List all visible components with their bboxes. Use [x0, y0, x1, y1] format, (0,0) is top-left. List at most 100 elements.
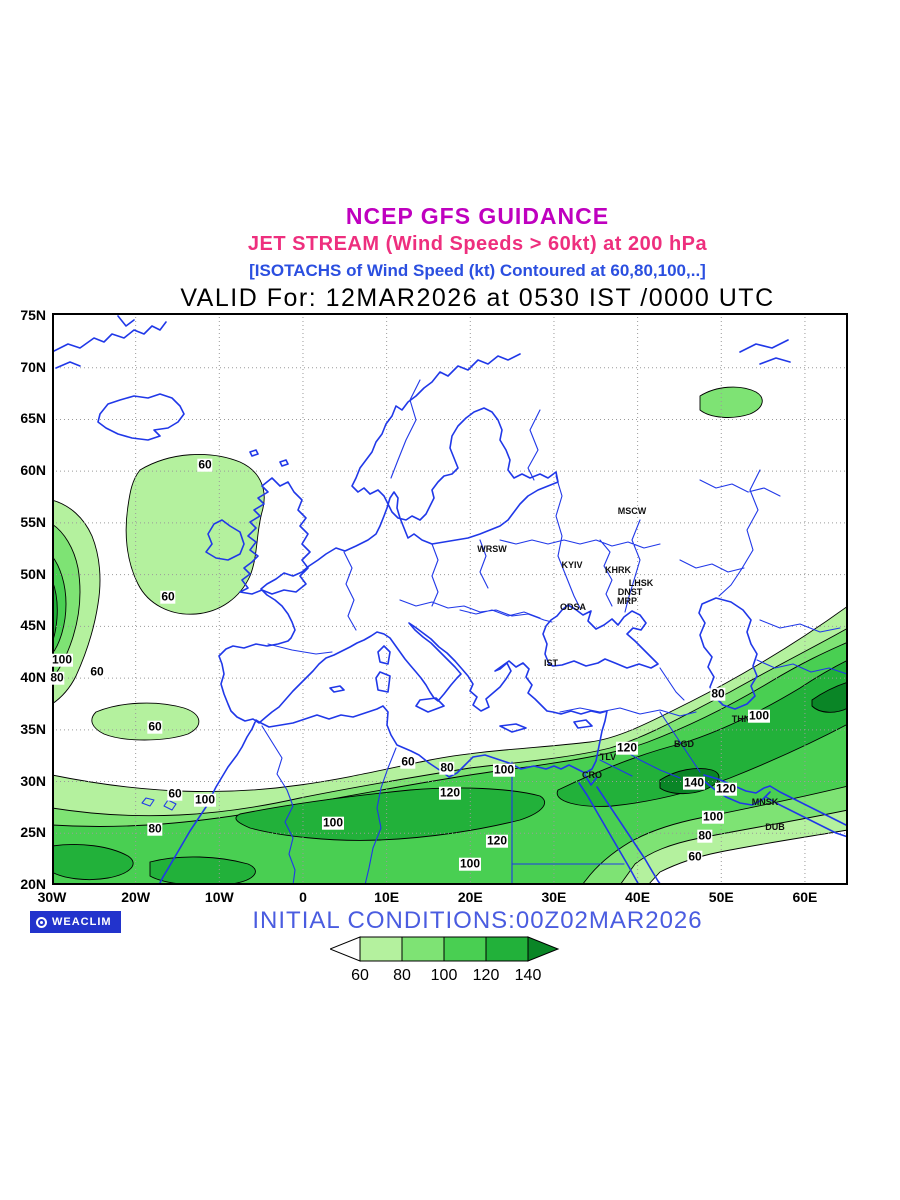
- lon-axis-label-10w: 10W: [204, 889, 234, 905]
- lat-axis-label-20n: 20N: [20, 875, 46, 892]
- city-label-odsa: ODSA: [559, 602, 587, 612]
- title-product: JET STREAM (Wind Speeds > 60kt) at 200 h…: [247, 233, 708, 255]
- title-isotachs-note: [ISOTACHS of Wind Speed (kt) Contoured a…: [249, 261, 706, 280]
- isotach-contour-label: 100: [50, 652, 74, 667]
- legend-below-min-arrow: [330, 936, 361, 962]
- isotach-contour-label: 100: [747, 708, 771, 723]
- map-frame: [52, 313, 848, 885]
- isotach-140-core-right: [811, 681, 848, 713]
- lon-axis-label-30e: 30E: [541, 889, 567, 905]
- lat-axis-label-65n: 65N: [20, 410, 46, 427]
- isotach-contour-label: 60: [160, 589, 176, 604]
- title-valid-time: VALID For: 12MAR2026 at 0530 IST /0000 U…: [180, 284, 775, 312]
- isotach-contour-label: 80: [697, 828, 713, 843]
- lat-axis-label-35n: 35N: [20, 720, 46, 737]
- isotach-contour-label: 100: [321, 815, 345, 830]
- city-label-dnst: DNST: [617, 587, 643, 597]
- city-label-dub: DUB: [765, 822, 785, 832]
- legend-segment-80: [401, 936, 445, 962]
- lon-axis-label-10e: 10E: [374, 889, 400, 905]
- lat-axis-label-60n: 60N: [20, 462, 46, 479]
- legend-tick-label: 60: [351, 967, 369, 984]
- lon-axis-label-60e: 60E: [792, 889, 818, 905]
- weaclim-logo-badge[interactable]: WEACLIM: [30, 911, 121, 933]
- legend-above-max-arrow: [527, 936, 560, 962]
- city-label-mrp: MRP: [617, 596, 637, 606]
- isotach-contour-label: 80: [147, 821, 163, 836]
- legend-tick-label: 100: [431, 967, 458, 984]
- isotach-120-core-central: [235, 787, 545, 841]
- isotach-contour-label: 60: [400, 754, 416, 769]
- lat-axis-label-55n: 55N: [20, 513, 46, 530]
- isotach-60-northeast-patch: [699, 386, 763, 418]
- arctic-coastline: [52, 315, 791, 369]
- city-label-ist: IST: [543, 658, 559, 668]
- isotach-contour-label: 100: [492, 762, 516, 777]
- isotach-contour-label: 140: [682, 775, 706, 790]
- borders-and-rivers: [141, 379, 848, 885]
- city-label-lhsk: LHSK: [628, 578, 654, 588]
- city-label-khrk: KHRK: [605, 565, 631, 575]
- lat-axis-label-30n: 30N: [20, 772, 46, 789]
- isotach-120-core-east: [556, 659, 848, 807]
- legend-tick-label: 80: [393, 967, 411, 984]
- isotach-contour-label: 100: [701, 809, 725, 824]
- isotach-contour-label: 120: [485, 833, 509, 848]
- coastline-layer: [52, 315, 848, 885]
- lon-axis-label-40e: 40E: [625, 889, 651, 905]
- lon-axis-label-20e: 20E: [457, 889, 483, 905]
- isotach-contour-label: 80: [439, 760, 455, 775]
- city-label-mnsk: MNSK: [751, 797, 779, 807]
- lat-axis-label-70n: 70N: [20, 358, 46, 375]
- mediterranean-islands: [249, 449, 593, 733]
- iceland-coastline: [97, 393, 185, 441]
- lon-axis-label-50e: 50E: [708, 889, 734, 905]
- isotach-contour-label: 60: [147, 719, 163, 734]
- isotach-contour-label: 60: [167, 786, 183, 801]
- isotach-contour-label: 120: [615, 740, 639, 755]
- isotach-color-legend: 60 80 100 120 140: [330, 936, 560, 984]
- lon-axis-label-20w: 20W: [121, 889, 151, 905]
- isotach-contour-label: 60: [197, 457, 213, 472]
- legend-segment-120: [485, 936, 529, 962]
- lat-axis-label-50n: 50N: [20, 565, 46, 582]
- city-label-kyiv: KYIV: [561, 560, 583, 570]
- city-label-thn: THN: [731, 714, 751, 724]
- legend-segment-100: [443, 936, 487, 962]
- lat-axis-label-45n: 45N: [20, 617, 46, 634]
- isotach-contour-label: 60: [89, 664, 105, 679]
- city-label-mscw: MSCW: [617, 506, 647, 516]
- isotach-contour-label: 80: [710, 686, 726, 701]
- title-model: NCEP GFS GUIDANCE: [345, 203, 610, 229]
- city-label-cro: CRO: [582, 770, 602, 780]
- city-label-tlv: TLV: [599, 752, 617, 762]
- isotach-contour-label: 60: [687, 849, 703, 864]
- city-label-bgd: BGD: [674, 739, 694, 749]
- persian-gulf-coastline: [703, 774, 848, 838]
- isotach-120-core-southwest: [52, 844, 134, 881]
- isotach-contour-label: 120: [438, 785, 462, 800]
- black-sea-coastline: [542, 604, 659, 669]
- weaclim-logo-icon: [36, 916, 47, 928]
- lat-axis-label-75n: 75N: [20, 307, 46, 323]
- lon-axis-label-0: 0: [299, 889, 307, 905]
- lat-axis-label-25n: 25N: [20, 824, 46, 841]
- city-label-wrsw: WRSW: [477, 544, 507, 554]
- isotach-contour-label: 80: [49, 670, 65, 685]
- europe-mainland-coastline: [158, 353, 608, 885]
- legend-segment-60: [359, 936, 403, 962]
- isotach-fill-layer: [52, 386, 848, 885]
- initial-conditions-text: INITIAL CONDITIONS:00Z02MAR2026: [252, 907, 703, 934]
- legend-tick-label: 120: [473, 967, 500, 984]
- red-sea-coastline: [578, 774, 662, 885]
- isotach-60-madeira-patch: [91, 702, 200, 741]
- grid-layer: [52, 313, 848, 885]
- isotach-contour-label: 120: [714, 781, 738, 796]
- isotach-contour-label: 100: [193, 792, 217, 807]
- isotach-contour-label: 100: [458, 856, 482, 871]
- great-britain-coastline: [239, 477, 311, 595]
- ireland-coastline: [205, 519, 245, 561]
